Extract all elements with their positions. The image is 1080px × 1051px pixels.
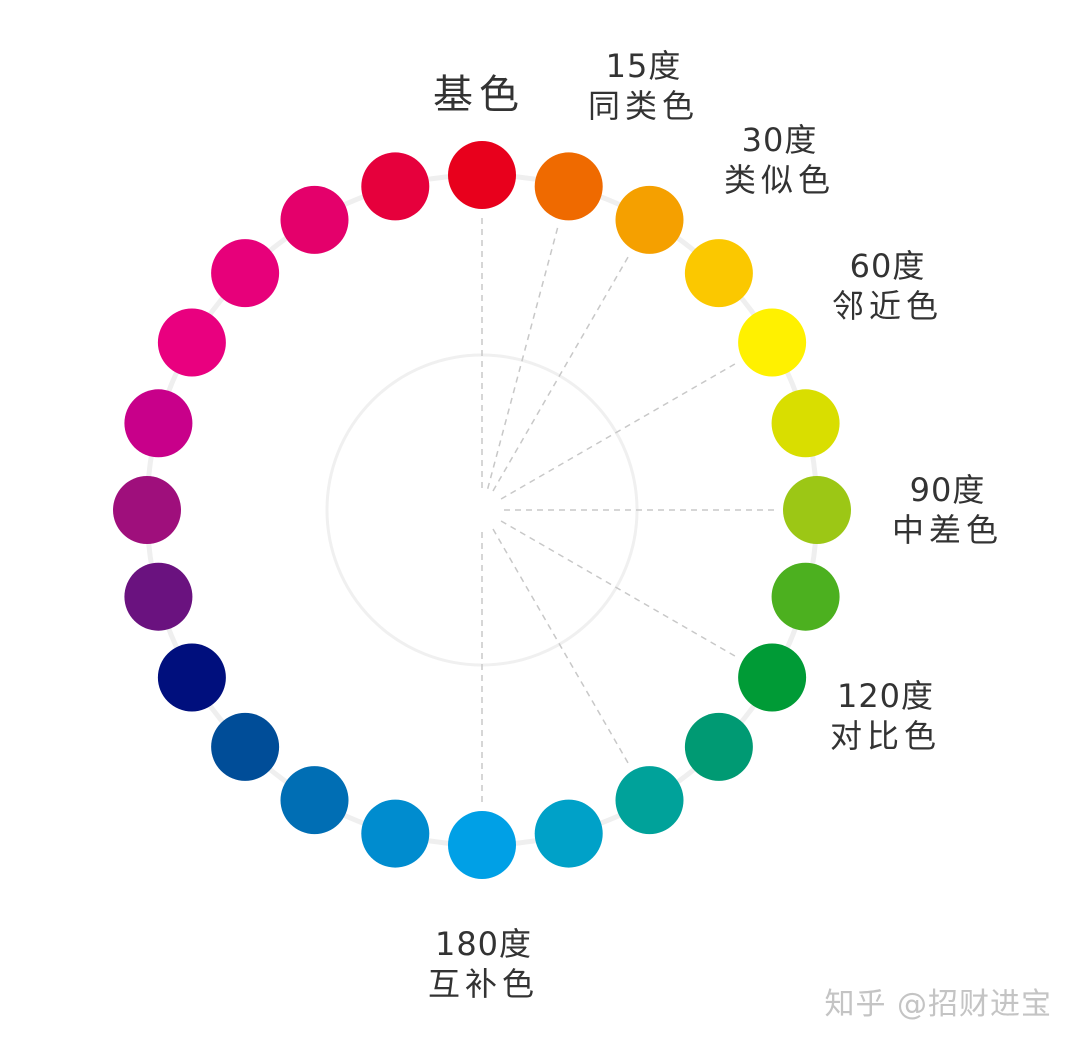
color-dot-2 <box>615 185 684 254</box>
color-dot-18 <box>113 476 181 544</box>
color-dot-16 <box>157 643 226 712</box>
label-15-degree-value: 15度 <box>605 47 682 85</box>
color-dot-19 <box>124 389 193 458</box>
color-dot-3 <box>684 239 753 308</box>
color-dot-0 <box>448 141 516 209</box>
watermark: 知乎 @招财进宝 <box>824 987 1052 1022</box>
color-dot-6 <box>783 476 851 544</box>
color-dot-14 <box>280 766 349 835</box>
color-dot-13 <box>361 799 430 868</box>
label-120-degree-name: 对比色 <box>830 717 942 755</box>
label-90-degree-name: 中差色 <box>892 511 1004 549</box>
color-dot-20 <box>157 308 226 377</box>
color-dot-1 <box>534 152 603 221</box>
color-dot-8 <box>738 643 807 712</box>
label-30-degree-value: 30度 <box>741 121 818 159</box>
base-color-label: 基色 <box>433 72 525 118</box>
color-dot-9 <box>684 712 753 781</box>
label-15-degree-name: 同类色 <box>588 87 700 125</box>
guide-lines <box>481 213 779 807</box>
label-120-degree: 120度 对比色 <box>830 676 941 756</box>
color-dot-23 <box>361 152 430 221</box>
color-dot-21 <box>211 239 280 308</box>
label-180-degree: 180度 互补色 <box>428 924 539 1004</box>
label-90-degree-value: 90度 <box>909 471 986 509</box>
guide-line-step-8 <box>500 520 740 660</box>
label-180-degree-name: 互补色 <box>428 965 540 1003</box>
label-30-degree-name: 类似色 <box>724 161 836 199</box>
color-dot-11 <box>534 799 603 868</box>
color-dot-17 <box>124 562 193 631</box>
label-120-degree-value: 120度 <box>836 677 935 715</box>
color-dots <box>113 141 851 879</box>
guide-line-step-10 <box>492 528 632 768</box>
label-60-degree-value: 60度 <box>849 247 926 285</box>
label-90-degree: 90度 中差色 <box>892 470 1003 550</box>
guide-line-step-2 <box>492 252 632 492</box>
inner-circle <box>325 353 639 667</box>
color-dot-5 <box>771 389 840 458</box>
label-60-degree: 60度 邻近色 <box>832 246 943 326</box>
label-30-degree: 30度 类似色 <box>724 120 835 200</box>
guide-line-step-1 <box>486 222 560 489</box>
color-dot-22 <box>280 185 349 254</box>
color-dot-4 <box>738 308 807 377</box>
color-dot-10 <box>615 766 684 835</box>
label-180-degree-value: 180度 <box>434 925 533 963</box>
label-60-degree-name: 邻近色 <box>832 287 944 325</box>
color-dot-15 <box>211 712 280 781</box>
label-15-degree: 15度 同类色 <box>588 46 699 126</box>
guide-line-step-4 <box>500 360 740 500</box>
color-dot-12 <box>448 811 516 879</box>
color-dot-7 <box>771 562 840 631</box>
